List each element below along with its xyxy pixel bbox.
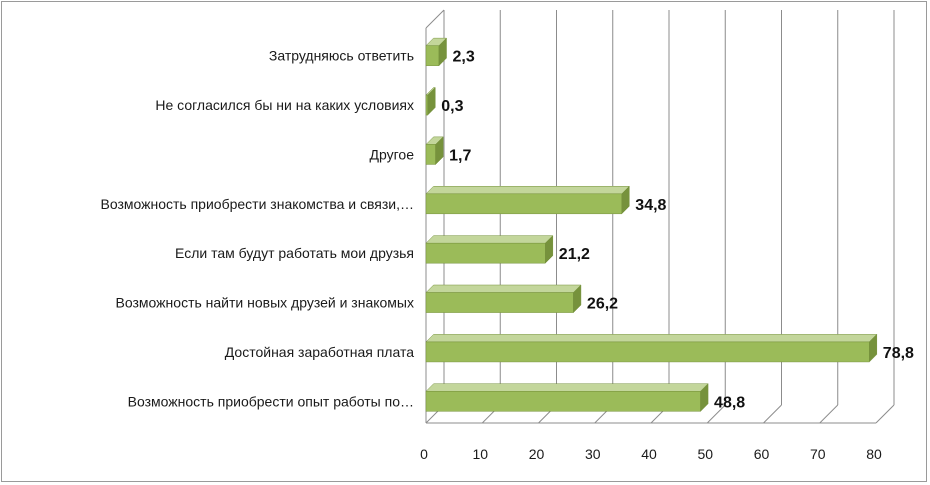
bar: [425, 235, 554, 264]
x-tick-label: 50: [697, 446, 713, 462]
bar: [425, 86, 436, 116]
bar-front-face: [425, 242, 546, 264]
wall-top-edge: [425, 9, 445, 29]
value-label: 21,2: [559, 246, 590, 263]
value-label: 0,3: [441, 98, 463, 115]
value-label: 2,3: [452, 49, 474, 66]
x-tick-label: 0: [420, 446, 428, 462]
category-labels: Возможность приобрести опыт работы по… До…: [100, 48, 414, 410]
x-tick-labels: 0 10 20 30 40 50 60 70 80: [420, 446, 882, 462]
bar-top-face: [425, 235, 554, 244]
x-tick-label: 60: [754, 446, 770, 462]
category-label: Возможность найти новых друзей и знакомы…: [116, 295, 414, 311]
bar-front-face: [425, 94, 428, 116]
bar-end-face: [700, 383, 709, 412]
bar: [425, 333, 878, 363]
bar: [425, 284, 582, 314]
x-tick-label: 40: [641, 446, 657, 462]
floor-gridline: [819, 404, 839, 424]
bar-top-face: [425, 383, 709, 392]
bar-end-face: [438, 37, 447, 67]
bar: [425, 136, 444, 166]
category-label: Если там будут работать мои друзья: [175, 245, 414, 261]
bar-top-face: [425, 284, 582, 293]
category-label: Другое: [370, 146, 415, 162]
bar-end-face: [573, 284, 582, 314]
value-label: 34,8: [635, 197, 666, 214]
bar-end-face: [621, 185, 630, 215]
x-tick-label: 20: [529, 446, 545, 462]
bar: [425, 383, 709, 412]
bar: [425, 37, 448, 67]
value-labels: 48,8 78,8 26,2 21,2 34,8 1,7 0,3 2,3: [441, 49, 914, 412]
bar-end-face: [427, 86, 436, 116]
x-tick-label: 80: [866, 446, 882, 462]
floor-gridline: [763, 404, 782, 424]
bar-end-face: [435, 136, 444, 166]
x-tick-label: 30: [585, 446, 601, 462]
bar-front-face: [425, 45, 440, 66]
x-tick-label: 70: [810, 446, 826, 462]
category-label: Возможность приобрести знакомства и связ…: [100, 196, 414, 212]
x-tick-label: 10: [472, 446, 488, 462]
value-label: 1,7: [449, 147, 471, 164]
bar: [425, 185, 630, 215]
bar-end-face: [869, 333, 878, 363]
category-label: Затрудняюсь ответить: [269, 48, 414, 64]
category-label: Достойная заработная плата: [225, 344, 414, 360]
value-label: 78,8: [883, 345, 914, 362]
floor-gridline: [875, 404, 895, 424]
category-label: Возможность приобрести опыт работы по…: [128, 393, 414, 409]
bar-front-face: [425, 144, 436, 165]
bars-layer: [425, 37, 878, 412]
bar-front-face: [425, 341, 870, 363]
bar-front-face: [425, 193, 622, 215]
value-label: 26,2: [587, 296, 618, 313]
bar-top-face: [425, 186, 630, 195]
value-label: 48,8: [714, 394, 745, 411]
floor-gridline: [706, 404, 726, 424]
bar-top-face: [425, 334, 878, 343]
bar-front-face: [425, 391, 701, 412]
bar-end-face: [545, 235, 554, 264]
category-label: Не согласился бы ни на каких условиях: [155, 97, 414, 113]
bar-front-face: [425, 292, 574, 313]
